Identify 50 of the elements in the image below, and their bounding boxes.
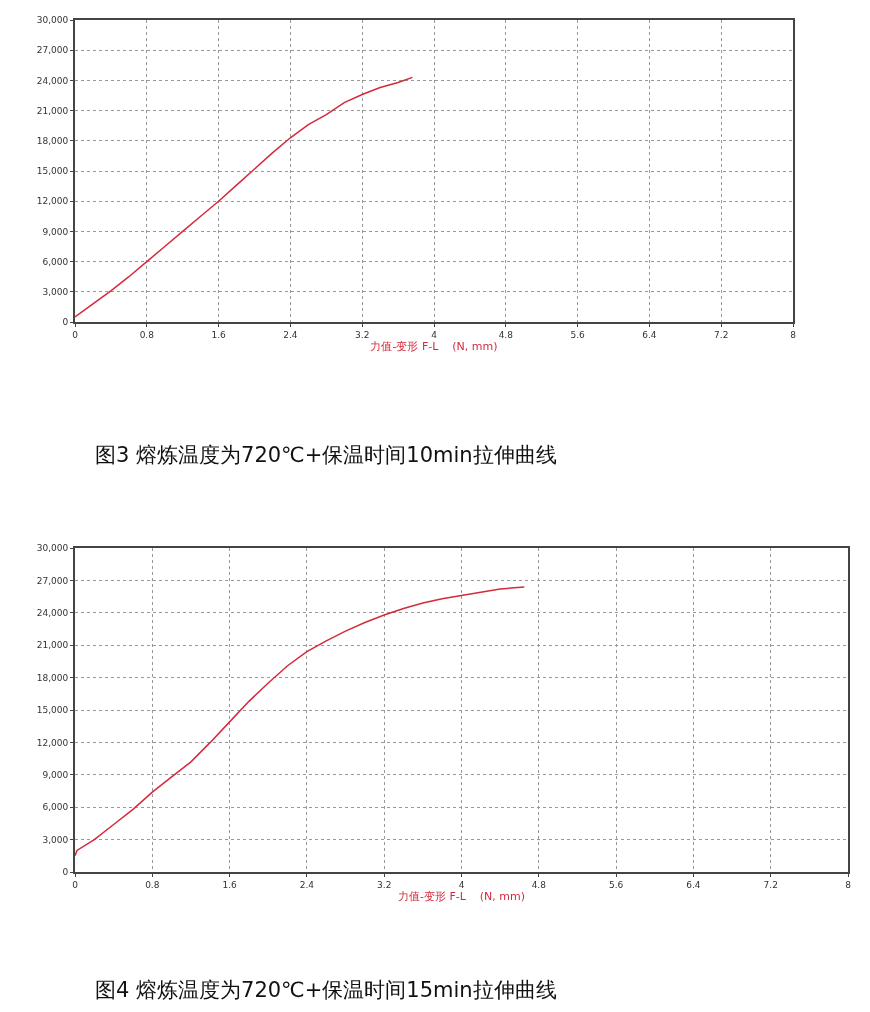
y-tick-label: 12,000 (36, 196, 69, 207)
y-tick-label: 18,000 (36, 135, 69, 146)
x-tick-label: 0.8 (145, 879, 160, 890)
y-tick-label: 21,000 (36, 640, 69, 651)
x-tick-label: 5.6 (608, 879, 624, 890)
x-tick-label: 6.4 (686, 879, 701, 890)
y-tick-label: 24,000 (36, 607, 69, 618)
x-tick-label: 1.6 (211, 329, 227, 340)
x-tick-label: 6.4 (642, 329, 657, 340)
line-series (75, 586, 526, 857)
y-tick-label: 21,000 (36, 105, 69, 116)
y-tick-label: 27,000 (36, 575, 69, 586)
x-tick-label: 1.6 (222, 879, 238, 890)
y-tick-label: 0 (62, 317, 69, 328)
x-tick-label: 4 (431, 329, 438, 340)
x-tick-label: 0 (72, 879, 79, 890)
x-tick-label: 3.2 (355, 329, 370, 340)
y-tick-label: 30,000 (36, 15, 69, 26)
y-tick-label: 12,000 (36, 737, 69, 748)
y-tick-label: 6,000 (42, 256, 69, 267)
x-tick-label: 8 (845, 879, 852, 890)
y-tick-label: 6,000 (42, 802, 69, 813)
y-tick-label: 9,000 (42, 769, 69, 780)
y-tick-label: 3,000 (42, 286, 69, 297)
y-tick-label: 3,000 (42, 834, 69, 845)
x-tick-label: 7.2 (714, 329, 729, 340)
y-tick-label: 15,000 (36, 166, 69, 177)
y-tick-label: 30,000 (36, 543, 69, 554)
text: 图3 熔炼温度为720℃+保温时间10min拉伸曲线 (95, 443, 557, 468)
x-tick-label: 3.2 (377, 879, 392, 890)
x-tick-label: 5.6 (570, 329, 586, 340)
line-series (75, 76, 414, 318)
x-tick-label: 2.4 (299, 879, 315, 890)
x-tick-label: 2.4 (283, 329, 298, 340)
x-tick-label: 4 (458, 879, 465, 890)
y-tick-label: 9,000 (42, 226, 69, 237)
y-tick-label: 15,000 (36, 705, 69, 716)
x-tick-label: 7.2 (763, 879, 778, 890)
x-axis-title: 力值-变形 F-L (N, mm) (370, 340, 498, 354)
y-tick-label: 18,000 (36, 672, 69, 683)
x-tick-label: 4.8 (498, 329, 514, 340)
y-tick-label: 27,000 (36, 45, 69, 56)
x-tick-label: 8 (790, 329, 797, 340)
y-tick-label: 0 (62, 867, 69, 878)
text: 图4 熔炼温度为720℃+保温时间15min拉伸曲线 (95, 978, 557, 1003)
y-tick-label: 24,000 (36, 75, 69, 86)
x-axis-title: 力值-变形 F-L (N, mm) (397, 890, 526, 904)
x-tick-label: 0.8 (139, 329, 155, 340)
x-tick-label: 0 (72, 329, 79, 340)
x-tick-label: 4.8 (531, 879, 547, 890)
